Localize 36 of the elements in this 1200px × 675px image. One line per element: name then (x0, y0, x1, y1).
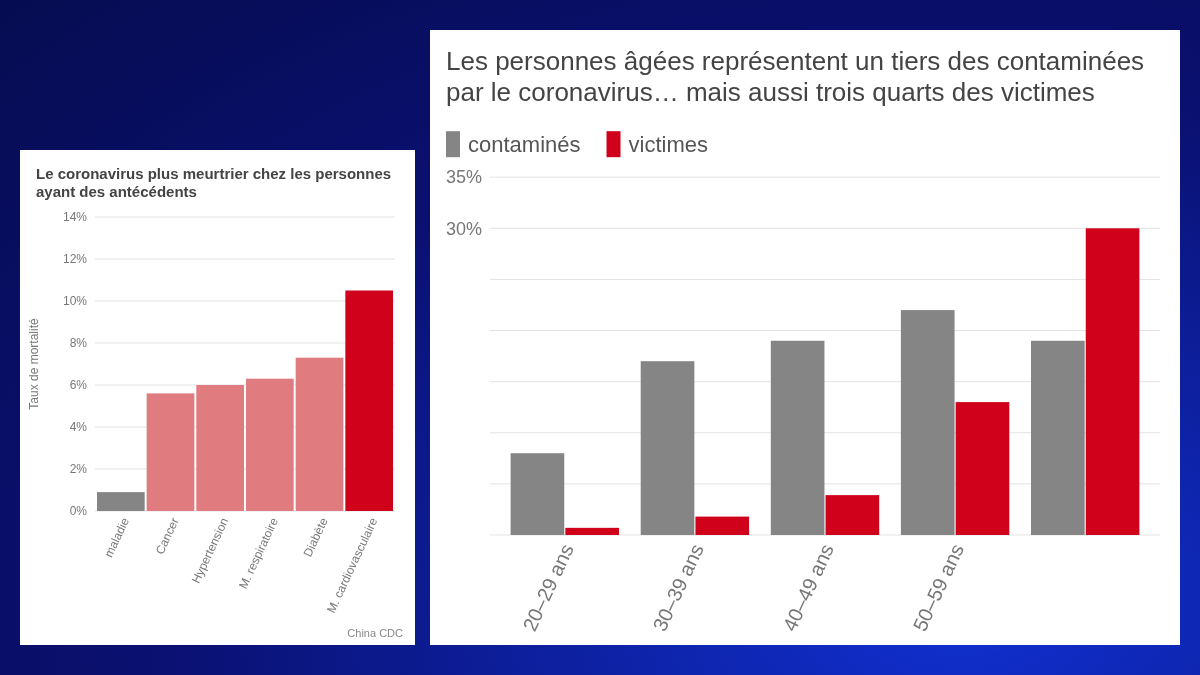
y-tick-label: 12% (62, 252, 88, 267)
text: China CDC (347, 627, 404, 639)
y-tick-label: 30% (445, 218, 482, 239)
x-tick-label: 40–49 ans (778, 540, 838, 635)
x-tick-label: 30–39 ans (648, 540, 708, 635)
bar (825, 495, 880, 535)
y-tick-label: 6% (69, 378, 88, 393)
bar (510, 453, 565, 535)
x-tick-label: 50–59 ans (908, 540, 969, 635)
chart-title: Le coronavirus plus meurtrier chez les personnes ayant des antécédents (36, 165, 392, 200)
bar (295, 357, 344, 511)
bar (695, 516, 750, 535)
legend-label: victimes (628, 132, 708, 158)
y-tick-label: 35% (445, 167, 482, 188)
y-tick-label: 14% (62, 210, 88, 225)
bar (96, 492, 145, 511)
bar (565, 527, 619, 535)
bar (640, 361, 695, 535)
bar (900, 310, 955, 535)
bar (245, 378, 294, 511)
y-tick-label: 8% (69, 336, 88, 351)
bar (1085, 228, 1140, 535)
bar (955, 402, 1010, 535)
y-tick-label: 0% (69, 504, 88, 519)
bar (146, 393, 195, 511)
y-tick-label: 10% (62, 294, 88, 309)
y-axis-title: Taux de mortalité (27, 317, 41, 410)
bar (196, 385, 245, 511)
bar (1031, 340, 1085, 535)
bar (345, 290, 394, 511)
y-tick-label: 2% (69, 462, 88, 477)
x-tick-label: 20–29 ans (518, 540, 578, 635)
y-tick-label: 4% (69, 420, 88, 435)
bar (770, 340, 825, 535)
legend-label: contaminés (468, 132, 581, 158)
chart-title: Les personnes âgées représentent un tiers des contaminées par le coronavirus… mais aussi trois quarts des victimes (446, 46, 1145, 108)
